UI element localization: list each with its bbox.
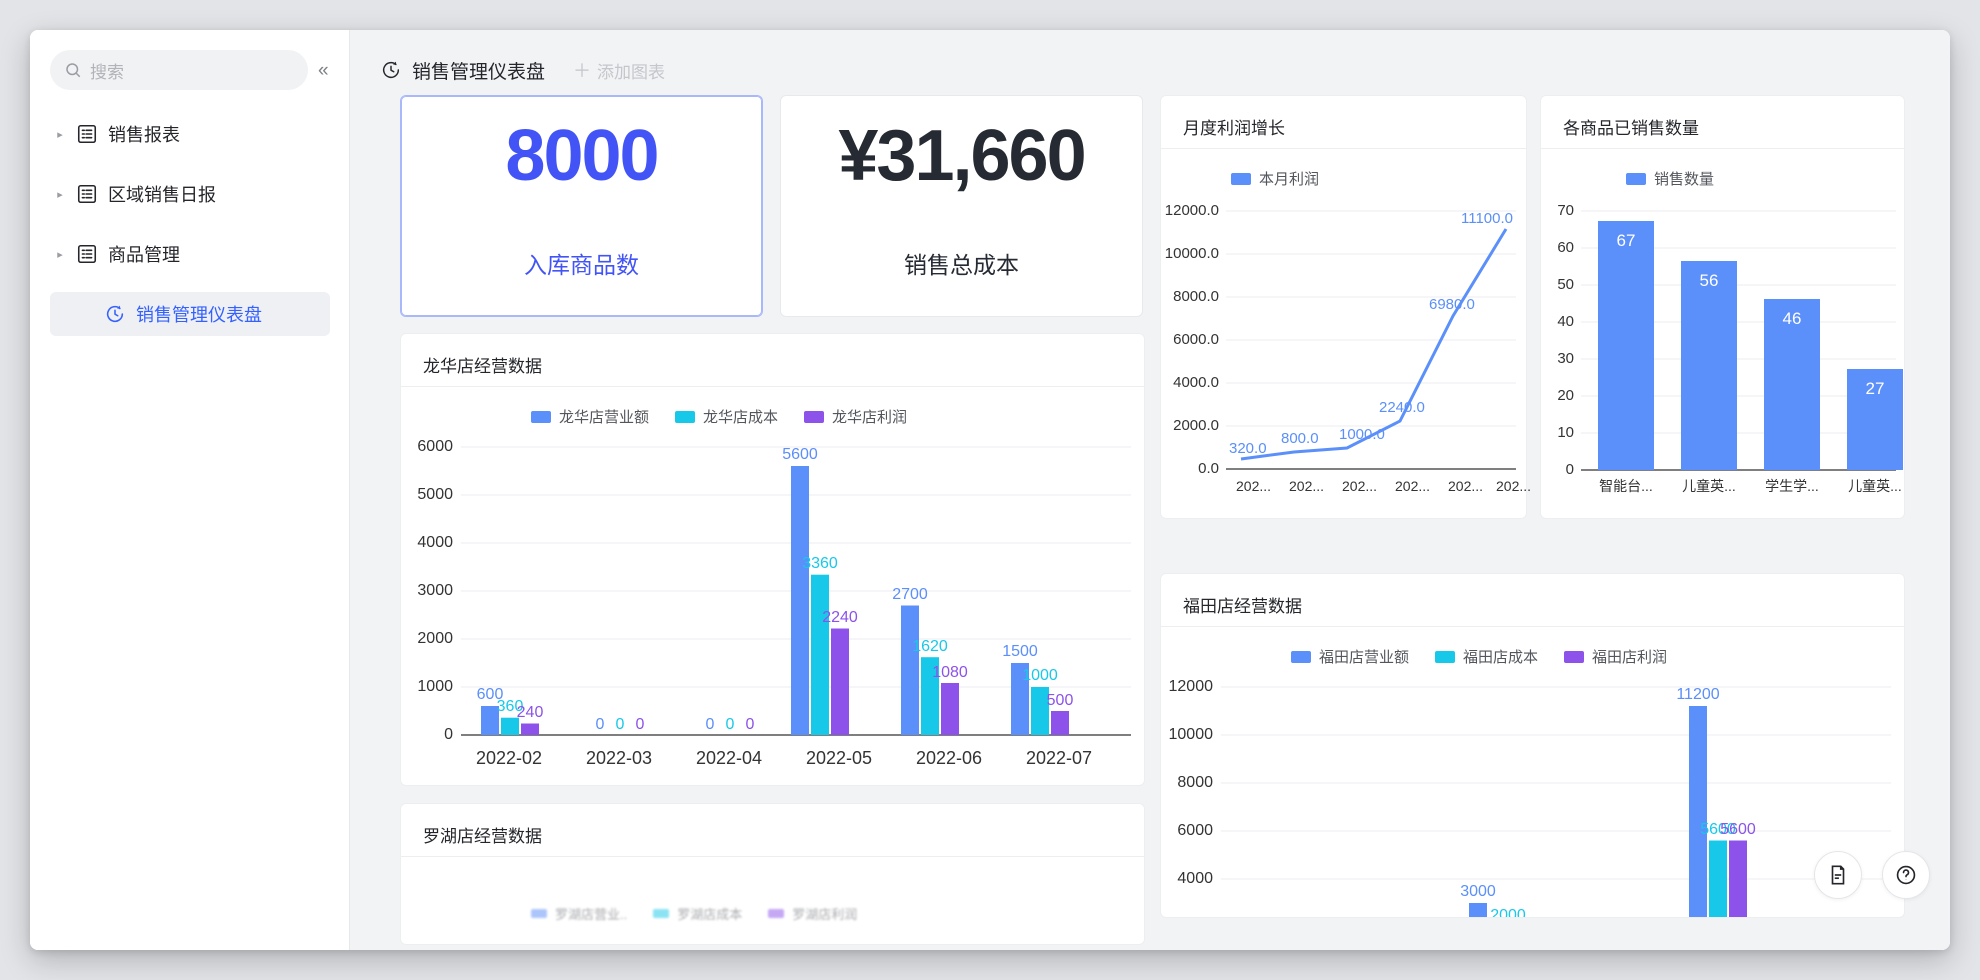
svg-text:6000.0: 6000.0	[1173, 331, 1219, 348]
svg-text:70: 70	[1557, 202, 1574, 219]
svg-text:6000: 6000	[1177, 822, 1213, 839]
svg-text:2240.0: 2240.0	[1379, 399, 1425, 416]
svg-text:5600: 5600	[1720, 821, 1756, 838]
svg-text:2000: 2000	[417, 630, 453, 647]
svg-text:2022-07: 2022-07	[1026, 748, 1092, 768]
svg-text:67: 67	[1617, 231, 1636, 250]
svg-text:0: 0	[616, 716, 625, 733]
svg-text:3360: 3360	[802, 555, 838, 572]
svg-text:2022-02: 2022-02	[476, 748, 542, 768]
svg-text:10000: 10000	[1169, 726, 1214, 743]
svg-text:2022-06: 2022-06	[916, 748, 982, 768]
svg-text:202...: 202...	[1342, 478, 1377, 494]
svg-text:4000: 4000	[417, 534, 453, 551]
svg-text:12000: 12000	[1169, 678, 1214, 695]
svg-text:11200: 11200	[1676, 686, 1719, 703]
svg-text:202...: 202...	[1448, 478, 1483, 494]
svg-text:2000: 2000	[1490, 907, 1526, 918]
svg-text:0: 0	[444, 726, 453, 743]
svg-text:学生学...: 学生学...	[1765, 478, 1819, 494]
svg-text:4000: 4000	[1177, 870, 1213, 887]
svg-text:2000.0: 2000.0	[1173, 417, 1219, 434]
svg-text:40: 40	[1557, 313, 1574, 330]
svg-text:1080: 1080	[932, 664, 968, 681]
svg-text:3000: 3000	[417, 582, 453, 599]
svg-text:2240: 2240	[822, 609, 858, 626]
svg-text:30: 30	[1557, 350, 1574, 367]
svg-text:202...: 202...	[1289, 478, 1324, 494]
svg-text:27: 27	[1866, 379, 1885, 398]
svg-text:202...: 202...	[1236, 478, 1271, 494]
svg-text:56: 56	[1700, 271, 1719, 290]
svg-text:2022-05: 2022-05	[806, 748, 872, 768]
svg-text:50: 50	[1557, 276, 1574, 293]
svg-text:0: 0	[1566, 461, 1574, 478]
svg-text:12000.0: 12000.0	[1165, 202, 1219, 219]
svg-text:60: 60	[1557, 239, 1574, 256]
svg-text:202...: 202...	[1395, 478, 1430, 494]
svg-text:1000: 1000	[1022, 667, 1058, 684]
svg-text:240: 240	[517, 704, 544, 721]
svg-text:5000: 5000	[417, 486, 453, 503]
svg-text:儿童英...: 儿童英...	[1682, 478, 1736, 494]
svg-text:智能台...: 智能台...	[1599, 478, 1653, 494]
svg-text:2700: 2700	[892, 586, 928, 603]
svg-text:800.0: 800.0	[1281, 430, 1319, 447]
svg-text:1500: 1500	[1002, 643, 1038, 660]
svg-text:10: 10	[1557, 424, 1574, 441]
svg-text:5600: 5600	[782, 446, 818, 463]
svg-text:8000.0: 8000.0	[1173, 288, 1219, 305]
svg-text:0: 0	[706, 716, 715, 733]
svg-text:儿童英...: 儿童英...	[1848, 478, 1902, 494]
svg-text:0: 0	[636, 716, 645, 733]
svg-text:4000.0: 4000.0	[1173, 374, 1219, 391]
svg-text:11100.0: 11100.0	[1461, 210, 1513, 227]
svg-text:8000: 8000	[1177, 774, 1213, 791]
svg-text:0: 0	[596, 716, 605, 733]
svg-text:320.0: 320.0	[1229, 440, 1267, 457]
svg-text:3000: 3000	[1460, 883, 1496, 900]
svg-text:2022-03: 2022-03	[586, 748, 652, 768]
svg-text:10000.0: 10000.0	[1165, 245, 1219, 262]
svg-text:2022-04: 2022-04	[696, 748, 762, 768]
svg-text:46: 46	[1783, 309, 1802, 328]
svg-text:0: 0	[746, 716, 755, 733]
svg-text:202...: 202...	[1496, 478, 1531, 494]
svg-text:500: 500	[1047, 692, 1074, 709]
svg-text:1000.0: 1000.0	[1339, 426, 1385, 443]
svg-text:0.0: 0.0	[1198, 460, 1219, 477]
svg-text:1000: 1000	[417, 678, 453, 695]
svg-text:20: 20	[1557, 387, 1574, 404]
svg-text:1620: 1620	[912, 638, 948, 655]
svg-text:6000: 6000	[417, 438, 453, 455]
svg-text:6980.0: 6980.0	[1429, 296, 1475, 313]
svg-text:0: 0	[726, 716, 735, 733]
